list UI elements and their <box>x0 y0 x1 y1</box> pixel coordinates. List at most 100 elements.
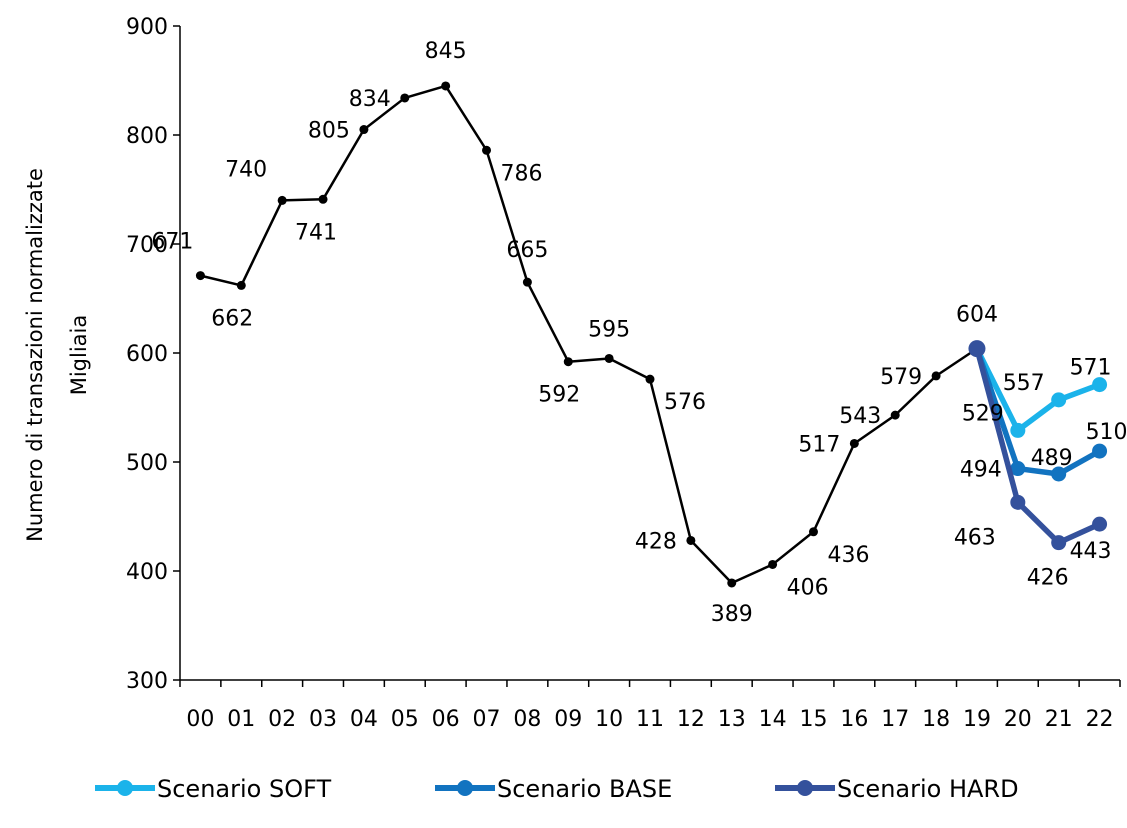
series-line-scenario-hard <box>974 347 1101 546</box>
legend-item-scenario-hard: Scenario HARD <box>775 775 1019 803</box>
data-point-scenario-base <box>1092 443 1108 459</box>
legend-label: Scenario BASE <box>497 775 672 803</box>
data-label-historical: 665 <box>506 238 548 263</box>
x-tick-label: 01 <box>227 707 255 732</box>
x-tick-label: 13 <box>718 707 746 732</box>
x-tick-label: 03 <box>309 707 337 732</box>
data-label-scenario-soft: 557 <box>1003 371 1045 396</box>
data-label-scenario-soft: 571 <box>1070 356 1112 381</box>
data-point-scenario-hard <box>1092 516 1108 532</box>
data-point-historical <box>318 194 328 204</box>
data-point-scenario-base <box>1051 466 1067 482</box>
x-tick-label: 10 <box>595 707 623 732</box>
x-tick-label: 20 <box>1004 707 1032 732</box>
data-label-historical: 389 <box>711 602 753 627</box>
data-label-historical: 834 <box>349 87 391 112</box>
data-point-historical <box>563 357 573 367</box>
legend-swatch-marker <box>117 780 133 796</box>
data-label-historical: 741 <box>295 220 337 245</box>
x-tick-label: 09 <box>554 707 582 732</box>
x-tick-label: 02 <box>268 707 296 732</box>
y-tick-label: 800 <box>126 124 168 149</box>
data-point-historical <box>482 145 492 155</box>
x-tick-label: 17 <box>881 707 909 732</box>
data-point-scenario-hard <box>1051 535 1067 551</box>
data-label-historical: 595 <box>588 317 630 342</box>
x-tick-label: 06 <box>432 707 460 732</box>
x-tick-label: 15 <box>799 707 827 732</box>
data-point-historical <box>604 353 614 363</box>
data-point-historical <box>727 578 737 588</box>
data-point-scenario-soft <box>1092 377 1108 393</box>
data-label-historical: 543 <box>839 404 881 429</box>
data-point-historical <box>522 277 532 287</box>
x-tick-label: 21 <box>1045 707 1073 732</box>
legend-swatch-marker <box>457 780 473 796</box>
x-tick-label: 05 <box>391 707 419 732</box>
data-label-historical: 436 <box>827 543 869 568</box>
series-line-scenario-base <box>974 347 1101 477</box>
data-label-scenario-base: 510 <box>1086 420 1127 445</box>
x-axis-ticks: 00 01 02 03 04 05 06 07 08 09 10 11 12 13 14 15 16 17 18 19… <box>179 680 1121 732</box>
x-tick-label: 04 <box>350 707 378 732</box>
data-label-historical: 662 <box>211 306 253 331</box>
data-point-historical <box>359 125 369 135</box>
y-tick-label: 900 <box>126 15 168 40</box>
y-axis-title: Numero di transazioni normalizzate Migli… <box>23 168 91 542</box>
y-axis-ticks: 300 400 500 600 700 800 900 <box>126 15 180 694</box>
series-line-scenario-soft <box>974 347 1101 434</box>
data-label-historical: 576 <box>664 390 706 415</box>
data-label-historical: 604 <box>956 303 998 328</box>
data-label-scenario-hard: 426 <box>1027 566 1069 591</box>
data-point-historical <box>931 371 941 381</box>
x-tick-label: 11 <box>636 707 664 732</box>
y-tick-label: 400 <box>126 560 168 585</box>
data-point-scenario-soft <box>1010 422 1026 438</box>
data-point-historical <box>645 374 655 384</box>
data-label-historical: 579 <box>880 365 922 390</box>
data-label-scenario-base: 489 <box>1031 446 1073 471</box>
data-point-historical <box>808 527 818 537</box>
data-label-scenario-soft: 529 <box>962 401 1004 426</box>
data-label-scenario-hard: 463 <box>954 525 996 550</box>
data-label-historical: 740 <box>225 157 267 182</box>
data-label-historical: 406 <box>787 575 829 600</box>
legend-item-scenario-soft: Scenario SOFT <box>95 775 331 803</box>
y-axis-title-line1: Numero di transazioni normalizzate <box>23 168 47 542</box>
data-label-historical: 845 <box>425 39 467 64</box>
x-tick-label: 12 <box>677 707 705 732</box>
x-tick-label: 14 <box>759 707 787 732</box>
data-point-historical <box>849 438 859 448</box>
data-label-historical: 671 <box>151 230 193 255</box>
legend-swatch-marker <box>797 780 813 796</box>
data-point-scenario-soft <box>1051 392 1067 408</box>
data-label-scenario-base: 494 <box>960 458 1002 483</box>
x-tick-label: 08 <box>513 707 541 732</box>
series-layer <box>195 81 1108 588</box>
y-tick-label: 700 <box>126 233 168 258</box>
x-tick-label: 00 <box>186 707 214 732</box>
data-label-historical: 786 <box>501 161 543 186</box>
x-tick-label: 16 <box>840 707 868 732</box>
data-point-historical <box>277 195 287 205</box>
y-tick-label: 300 <box>126 669 168 694</box>
data-point-scenario-base <box>1010 461 1026 477</box>
data-point-scenario-hard <box>1010 494 1026 510</box>
data-label-scenario-hard: 443 <box>1070 539 1112 564</box>
legend-label: Scenario HARD <box>837 775 1019 803</box>
data-label-historical: 428 <box>635 529 677 554</box>
y-tick-label: 500 <box>126 451 168 476</box>
data-labels: 671 662 740 741 805 834 845 786 665 592 595 576 428 3… <box>151 39 1127 627</box>
data-label-historical: 517 <box>798 432 840 457</box>
x-tick-label: 18 <box>922 707 950 732</box>
data-point-historical <box>890 410 900 420</box>
data-point-historical <box>236 280 246 290</box>
data-point-historical <box>768 559 778 569</box>
data-point-shared <box>968 340 986 358</box>
series-line-historical <box>200 84 978 585</box>
x-tick-label: 22 <box>1086 707 1114 732</box>
data-label-historical: 592 <box>538 383 580 408</box>
y-axis-title-line2: Migliaia <box>67 315 91 396</box>
y-tick-label: 600 <box>126 342 168 367</box>
